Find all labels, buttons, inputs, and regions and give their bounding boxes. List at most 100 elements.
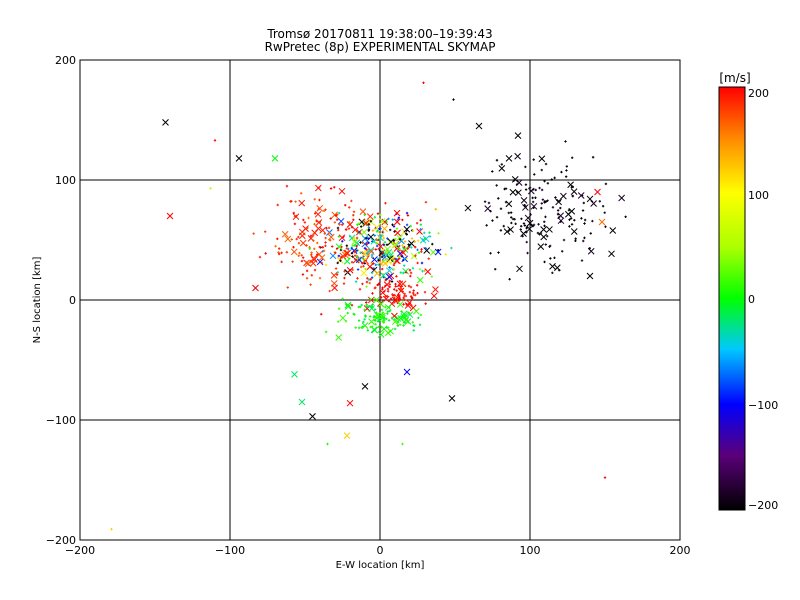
data-point	[361, 241, 364, 244]
data-point	[494, 267, 497, 271]
data-point	[345, 247, 348, 250]
data-point	[401, 442, 404, 446]
y-axis-label: N-S location [km]	[32, 257, 43, 344]
data-point-cross	[408, 240, 415, 247]
data-point-cross	[587, 247, 595, 255]
data-point	[313, 223, 316, 226]
data-point	[388, 228, 392, 232]
data-point	[423, 290, 427, 294]
data-point	[554, 196, 557, 199]
data-point	[348, 235, 352, 238]
data-point	[346, 311, 349, 315]
data-point	[355, 244, 358, 248]
data-point	[384, 278, 387, 282]
data-point	[382, 243, 386, 247]
data-point	[419, 228, 422, 231]
data-point	[388, 309, 392, 313]
data-point	[403, 264, 406, 267]
data-point	[350, 260, 354, 264]
data-point	[308, 246, 311, 249]
data-point	[369, 278, 372, 281]
data-point	[570, 156, 574, 159]
data-point-cross	[303, 259, 310, 267]
data-point	[300, 254, 303, 257]
data-point	[520, 217, 523, 220]
data-point	[313, 212, 317, 215]
data-point-cross	[424, 268, 432, 275]
data-point-cross	[166, 212, 174, 220]
data-point	[344, 203, 347, 207]
data-point	[285, 184, 289, 188]
data-point	[386, 310, 390, 313]
data-point	[381, 267, 384, 271]
data-point	[409, 271, 413, 275]
data-point-cross	[339, 314, 347, 322]
data-point	[499, 207, 503, 210]
data-point-cross	[590, 200, 598, 207]
data-point	[369, 219, 373, 223]
data-point-cross	[378, 218, 386, 225]
data-point-cross	[514, 132, 522, 139]
data-point	[423, 269, 426, 272]
data-point	[340, 245, 343, 249]
data-point	[409, 224, 412, 228]
data-point	[361, 282, 364, 286]
data-point	[434, 208, 437, 211]
data-point	[521, 234, 524, 238]
data-point	[326, 442, 329, 446]
data-point	[551, 206, 555, 209]
data-point	[588, 247, 591, 250]
data-point	[546, 182, 550, 185]
data-point	[556, 209, 560, 212]
data-point	[252, 232, 255, 235]
data-point	[497, 251, 500, 254]
data-point	[340, 223, 344, 226]
data-point-cross	[570, 228, 578, 235]
data-point	[328, 289, 331, 293]
data-point	[394, 237, 397, 241]
data-point-cross	[416, 276, 424, 284]
x-tick-label: 0	[377, 544, 384, 557]
y-tick-label: −200	[46, 534, 76, 547]
data-point-cross	[360, 228, 368, 236]
data-point-cross	[311, 229, 319, 237]
data-point	[530, 223, 533, 226]
data-point	[357, 222, 361, 225]
data-point	[382, 248, 385, 251]
data-point	[356, 223, 359, 226]
data-point-cross	[464, 204, 472, 212]
data-point	[301, 273, 305, 276]
data-point-cross	[396, 301, 404, 308]
data-point-cross	[361, 250, 368, 258]
data-point-cross	[397, 287, 405, 295]
data-point	[416, 291, 419, 295]
data-point	[397, 255, 401, 258]
data-point	[263, 230, 267, 233]
data-point	[348, 220, 351, 224]
data-point	[386, 312, 389, 315]
data-point-cross	[351, 226, 359, 234]
data-point	[367, 237, 370, 240]
data-point	[386, 287, 390, 291]
data-point	[347, 247, 350, 251]
data-point	[350, 199, 353, 203]
data-point-cross	[514, 152, 521, 160]
data-point	[393, 230, 396, 233]
data-point	[303, 221, 307, 224]
data-point	[559, 220, 562, 223]
data-point	[324, 236, 327, 240]
data-point	[544, 215, 547, 219]
data-point	[401, 244, 404, 247]
data-point	[264, 252, 267, 255]
data-point	[373, 234, 376, 237]
data-point	[334, 267, 338, 270]
data-point	[431, 242, 434, 246]
data-point	[408, 290, 412, 294]
data-point	[278, 252, 281, 256]
data-point	[291, 260, 294, 263]
data-point	[383, 290, 386, 293]
data-point	[388, 266, 391, 269]
data-point-cross	[484, 205, 492, 212]
data-point-cross	[361, 383, 369, 390]
data-point	[428, 231, 431, 234]
